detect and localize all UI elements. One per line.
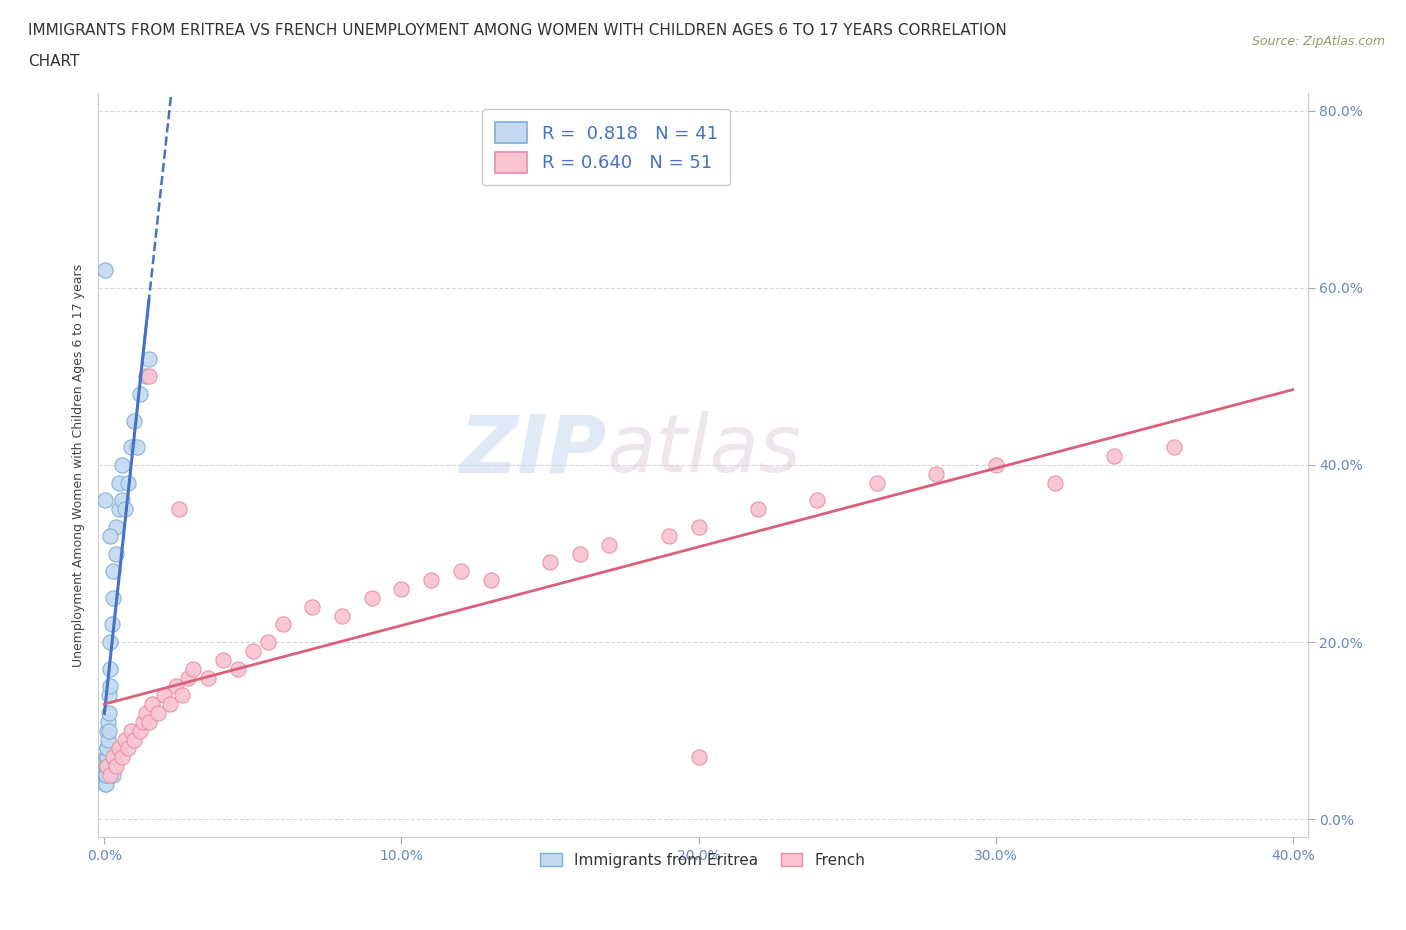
Point [111, 493, 134, 508]
Point [256, 634, 278, 649]
Point [984, 458, 1007, 472]
Point [212, 653, 235, 668]
Point [105, 759, 128, 774]
Point [98, 767, 121, 782]
Point [129, 387, 152, 402]
Point [122, 732, 145, 747]
Point [538, 555, 561, 570]
Point [96, 741, 118, 756]
Point [747, 502, 769, 517]
Point [94, 262, 117, 277]
Point [114, 502, 136, 517]
Point [1043, 475, 1066, 490]
Text: CHART: CHART [28, 54, 80, 69]
Text: Source: ZipAtlas.com: Source: ZipAtlas.com [1251, 35, 1385, 48]
Point [98, 528, 121, 543]
Text: ZIP: ZIP [458, 411, 606, 489]
Point [132, 714, 155, 729]
Point [96, 767, 118, 782]
Point [108, 741, 131, 756]
Point [146, 706, 169, 721]
Point [105, 520, 128, 535]
Point [183, 661, 205, 676]
Point [96, 759, 118, 774]
Point [658, 528, 681, 543]
Point [138, 369, 160, 384]
Point [94, 767, 117, 782]
Point [97, 724, 120, 738]
Point [360, 591, 382, 605]
Legend: Immigrants from Eritrea, French: Immigrants from Eritrea, French [534, 846, 872, 874]
Point [125, 440, 148, 455]
Point [103, 591, 125, 605]
Point [688, 520, 710, 535]
Point [167, 502, 190, 517]
Point [103, 750, 125, 764]
Point [450, 564, 472, 578]
Point [98, 661, 121, 676]
Point [117, 741, 139, 756]
Point [330, 608, 353, 623]
Point [98, 679, 121, 694]
Point [94, 493, 117, 508]
Point [111, 750, 134, 764]
Point [114, 732, 136, 747]
Point [120, 440, 142, 455]
Point [98, 688, 121, 703]
Point [159, 697, 181, 711]
Point [138, 714, 160, 729]
Point [170, 688, 193, 703]
Point [94, 750, 117, 764]
Point [866, 475, 889, 490]
Point [120, 724, 142, 738]
Point [598, 538, 620, 552]
Point [197, 671, 219, 685]
Point [271, 617, 294, 631]
Point [165, 679, 187, 694]
Point [301, 599, 323, 614]
Point [391, 581, 413, 596]
Point [925, 467, 948, 482]
Point [103, 767, 125, 782]
Point [94, 777, 117, 791]
Point [94, 777, 117, 791]
Point [97, 732, 120, 747]
Point [103, 564, 125, 578]
Text: IMMIGRANTS FROM ERITREA VS FRENCH UNEMPLOYMENT AMONG WOMEN WITH CHILDREN AGES 6 : IMMIGRANTS FROM ERITREA VS FRENCH UNEMPL… [28, 23, 1007, 38]
Point [129, 724, 152, 738]
Point [94, 759, 117, 774]
Point [105, 546, 128, 561]
Point [1104, 448, 1126, 463]
Point [108, 502, 131, 517]
Point [94, 759, 117, 774]
Point [135, 369, 157, 384]
Y-axis label: Unemployment Among Women with Children Ages 6 to 17 years: Unemployment Among Women with Children A… [72, 263, 86, 667]
Point [96, 750, 118, 764]
Point [242, 644, 264, 658]
Point [479, 573, 502, 588]
Point [152, 688, 174, 703]
Point [97, 714, 120, 729]
Point [688, 750, 710, 764]
Text: atlas: atlas [606, 411, 801, 489]
Point [94, 767, 117, 782]
Point [101, 617, 124, 631]
Point [108, 475, 131, 490]
Point [98, 634, 121, 649]
Point [420, 573, 443, 588]
Point [117, 475, 139, 490]
Point [568, 546, 591, 561]
Point [141, 697, 163, 711]
Point [96, 741, 118, 756]
Point [138, 352, 160, 366]
Point [97, 706, 120, 721]
Point [96, 724, 118, 738]
Point [111, 458, 134, 472]
Point [176, 671, 198, 685]
Point [122, 413, 145, 428]
Point [1163, 440, 1185, 455]
Point [135, 706, 157, 721]
Point [226, 661, 249, 676]
Point [806, 493, 828, 508]
